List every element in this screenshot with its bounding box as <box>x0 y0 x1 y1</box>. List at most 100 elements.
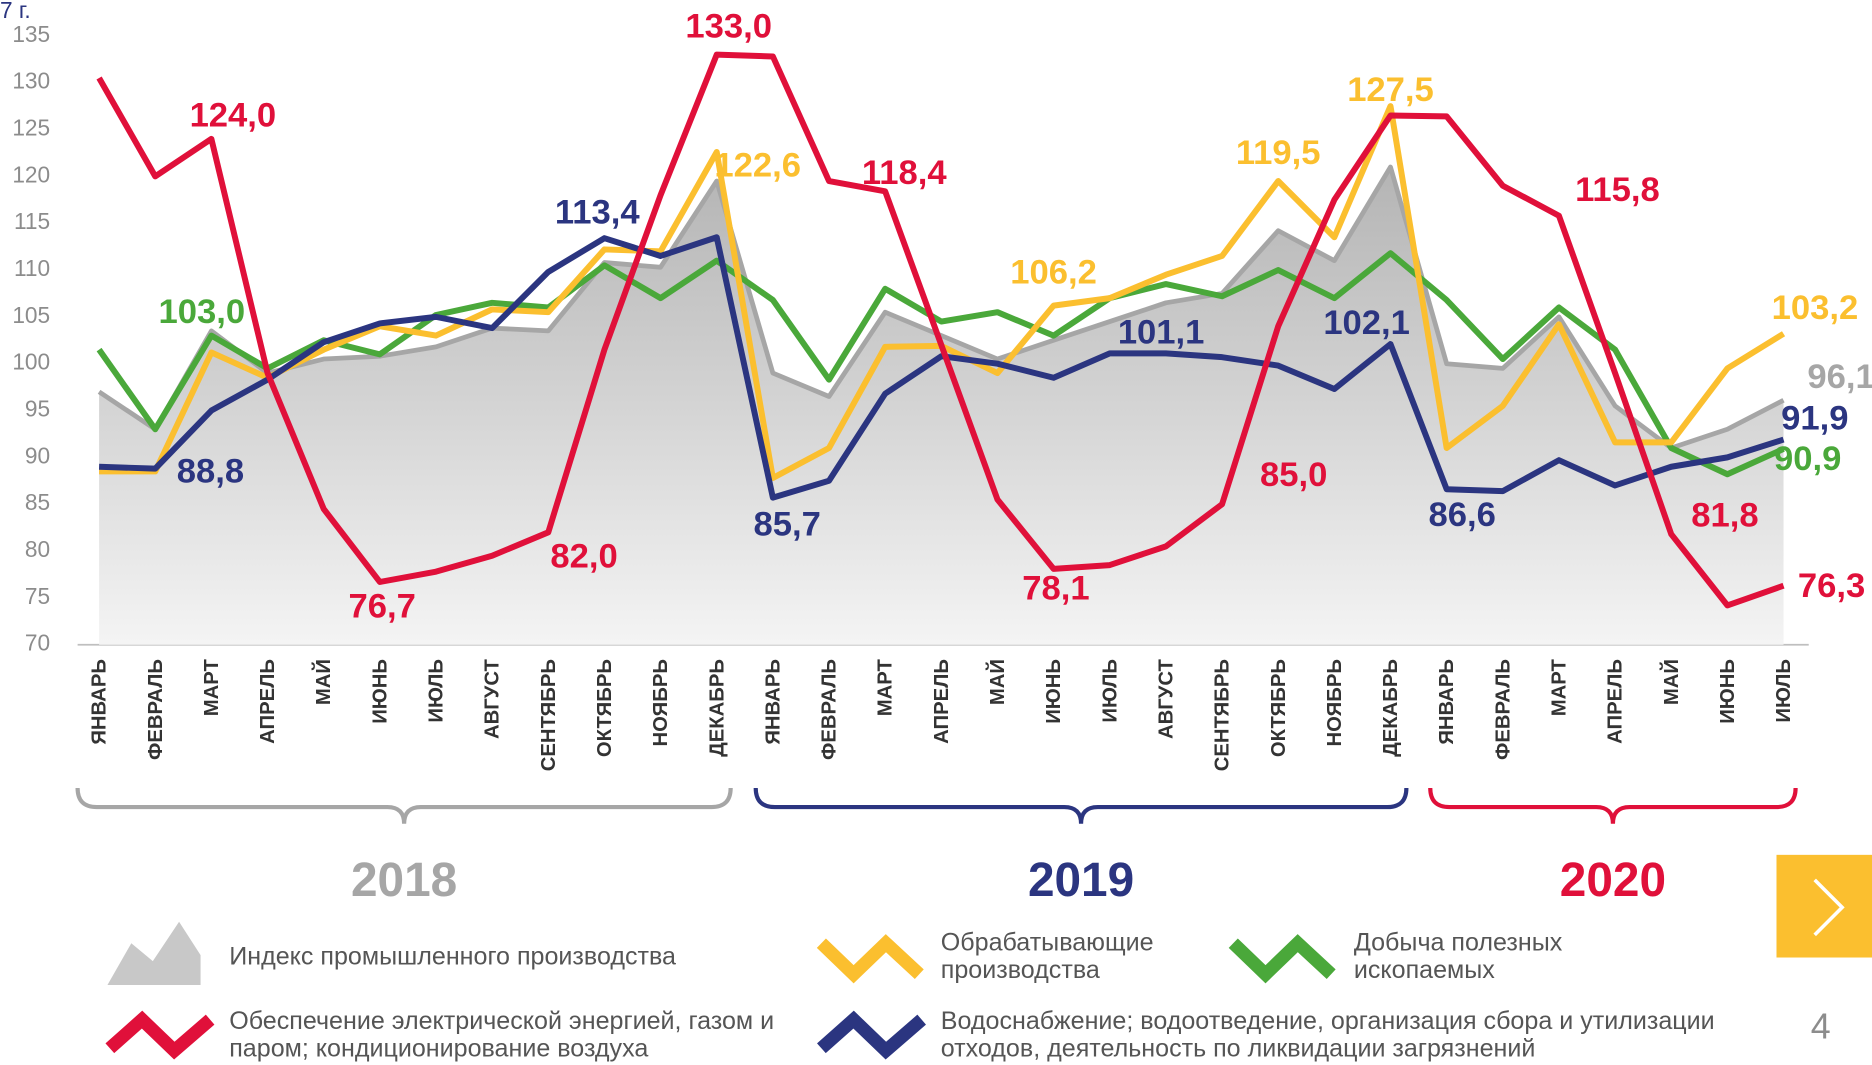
x-tick-label: ОКТЯБРЬ <box>594 659 616 757</box>
y-tick-label: 115 <box>14 208 50 234</box>
value-label: 85,0 <box>1260 456 1327 494</box>
value-label: 78,1 <box>1022 569 1089 607</box>
value-label: 91,9 <box>1781 400 1848 438</box>
legend-icon <box>107 921 201 985</box>
value-label: 85,7 <box>754 505 821 543</box>
legend-label: Индекс промышленного производства <box>229 943 676 971</box>
year-label: 2019 <box>1028 854 1134 907</box>
x-tick-label: ИЮНЬ <box>1043 659 1065 724</box>
x-tick-label: АПРЕЛЬ <box>931 659 953 744</box>
y-tick-label: 90 <box>25 442 50 468</box>
line <box>98 234 1785 501</box>
value-label: 81,8 <box>1691 497 1758 535</box>
y-tick-label: 105 <box>12 302 50 328</box>
line <box>96 51 1785 609</box>
y-tick-label: 130 <box>12 68 50 94</box>
x-tick-label: ИЮНЬ <box>1717 659 1739 724</box>
x-tick-label: АВГУСТ <box>482 658 504 739</box>
legend-icon <box>1228 934 1336 984</box>
y-tick-label: 70 <box>25 630 50 656</box>
x-tick-label: НОЯБРЬ <box>650 659 672 746</box>
value-label: 76,7 <box>349 587 416 625</box>
x-tick-label: ЯНВАРЬ <box>762 659 784 745</box>
x-tick-label: СЕНТЯБРЬ <box>1212 659 1234 771</box>
next-chevron[interactable] <box>1813 878 1845 937</box>
value-label: 118,4 <box>862 154 947 192</box>
legend-icon <box>817 1010 926 1060</box>
value-label: 103,2 <box>1772 289 1859 327</box>
x-tick-label: МАЙ <box>1659 659 1683 705</box>
x-tick-label: МАРТ <box>1548 658 1570 716</box>
next-button-bg[interactable] <box>1776 854 1872 958</box>
value-label: 115,8 <box>1575 171 1660 209</box>
legend-item: Водоснабжение; водоотведение, организаци… <box>940 1007 1715 1063</box>
y-tick-label: 75 <box>25 583 50 609</box>
value-label: 101,1 <box>1118 313 1205 351</box>
x-tick-label: ИЮЛЬ <box>426 659 448 723</box>
y-axis-label: 7 г. <box>0 0 31 23</box>
value-label: 119,5 <box>1236 134 1321 172</box>
value-label: 76,3 <box>1798 567 1865 605</box>
legend-icon <box>105 1010 215 1060</box>
x-tick-label: НОЯБРЬ <box>1324 659 1346 746</box>
value-label: 82,0 <box>550 538 617 576</box>
year-brace <box>1428 787 1798 824</box>
legend-label: Добыча полезных ископаемых <box>1353 928 1563 984</box>
year-label: 2020 <box>1560 854 1666 907</box>
y-tick-label: 120 <box>12 161 50 187</box>
value-label: 124,0 <box>190 97 277 135</box>
legend-item: Индекс промышленного производства <box>229 943 676 971</box>
x-tick-label: ФЕВРАЛЬ <box>819 659 841 760</box>
x-tick-label: МАРТ <box>875 658 897 716</box>
value-label: 113,4 <box>555 193 640 231</box>
x-tick-label: ДЕКАБРЬ <box>1380 659 1402 757</box>
y-tick-label: 110 <box>14 255 50 281</box>
value-label: 122,6 <box>714 147 801 185</box>
value-label: 127,5 <box>1347 71 1434 109</box>
x-tick-label: МАЙ <box>311 659 335 705</box>
y-tick-label: 95 <box>25 396 50 422</box>
x-tick-label: ФЕВРАЛЬ <box>145 659 167 760</box>
x-tick-label: АВГУСТ <box>1155 658 1177 739</box>
x-tick-label: ФЕВРАЛЬ <box>1492 659 1514 760</box>
x-tick-label: МАЙ <box>985 659 1009 705</box>
legend-item: Добыча полезных ископаемых <box>1353 928 1563 984</box>
value-label: 103,0 <box>159 293 246 331</box>
value-label: 96,1 <box>1807 358 1872 396</box>
y-tick-label: 80 <box>25 536 50 562</box>
plot: 70 75 80 85 90 95 100 105 110 115 120 125 130 135 ЯНВА… <box>12 7 1872 907</box>
value-label: 90,9 <box>1774 440 1841 478</box>
x-tick-label: ИЮНЬ <box>369 659 391 724</box>
y-tick-label: 100 <box>12 349 50 375</box>
legend-item: Обрабатывающие производства <box>940 928 1154 984</box>
x-tick-label: МАРТ <box>201 658 223 716</box>
legend-item: Обеспечение электрической энергией, газо… <box>229 1007 775 1063</box>
x-tick-label: АПРЕЛЬ <box>257 659 279 744</box>
page-number: 4 <box>1811 1007 1831 1047</box>
x-tick-label: ИЮЛЬ <box>1773 659 1795 723</box>
value-label: 102,1 <box>1323 304 1410 342</box>
value-label: 86,6 <box>1428 496 1495 534</box>
year-brace <box>753 787 1409 824</box>
x-tick-label: ЯНВАРЬ <box>1436 659 1458 745</box>
y-tick-label: 125 <box>12 115 50 141</box>
x-tick-label: ДЕКАБРЬ <box>706 659 728 757</box>
year-label: 2018 <box>351 854 457 907</box>
x-tick-label: ЯНВАРЬ <box>89 659 111 745</box>
year-brace <box>75 787 733 824</box>
x-tick-label: СЕНТЯБРЬ <box>538 659 560 771</box>
legend-label: Обрабатывающие производства <box>940 928 1154 984</box>
x-tick-label: ИЮЛЬ <box>1099 659 1121 723</box>
y-tick-label: 135 <box>12 21 50 47</box>
legend-label: Водоснабжение; водоотведение, организаци… <box>940 1007 1715 1063</box>
next-button[interactable] <box>1776 854 1872 958</box>
legend-icon <box>816 934 924 984</box>
area <box>99 166 1784 645</box>
x-tick-label: АПРЕЛЬ <box>1605 659 1627 744</box>
x-tick-label: ОКТЯБРЬ <box>1268 659 1290 757</box>
value-label: 133,0 <box>685 7 772 45</box>
legend-label: Обеспечение электрической энергией, газо… <box>229 1007 775 1063</box>
value-label: 106,2 <box>1010 254 1097 292</box>
